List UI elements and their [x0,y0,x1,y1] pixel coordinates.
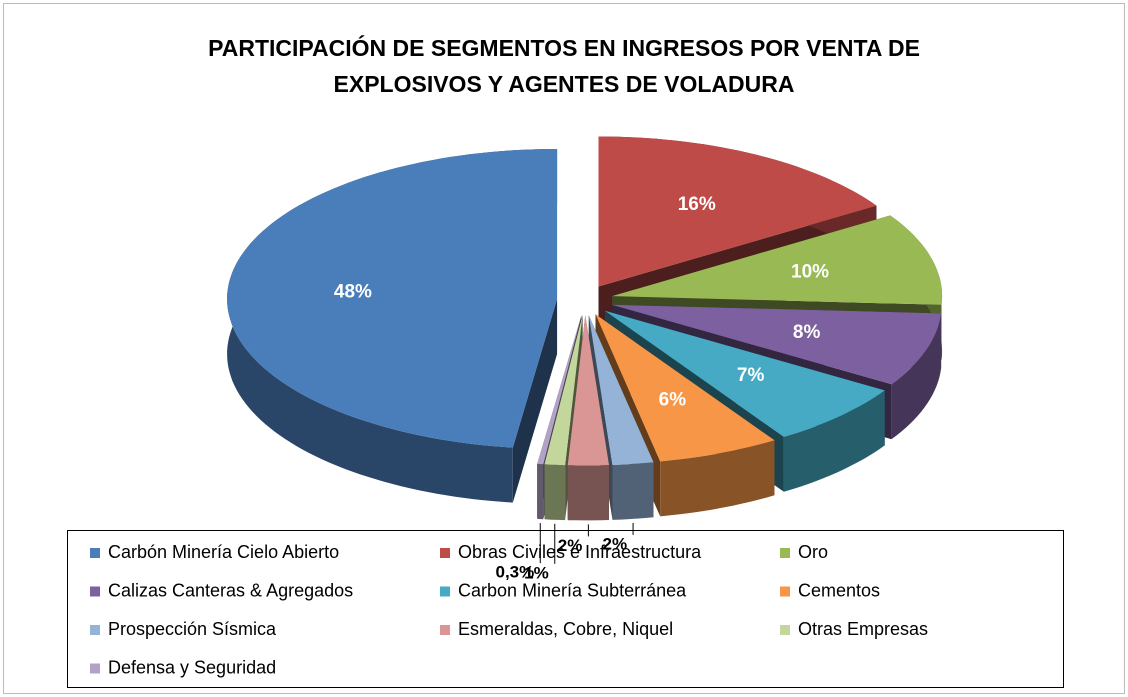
data-label: 8% [793,322,821,343]
legend-label: Esmeraldas, Cobre, Niquel [458,619,673,639]
slice [567,315,609,466]
data-label: 6% [659,389,687,410]
legend-label: Calizas Canteras & Agregados [108,580,353,600]
legend-swatch [440,625,450,635]
slice [537,315,582,465]
slice [227,149,558,448]
legend-label: Obras Civiles e Infraestructura [458,542,702,562]
slice-side [544,464,566,521]
slice [612,215,943,305]
slice-side [891,313,942,440]
legend-label: Carbon Minería Subterránea [458,580,687,600]
legend-swatch [90,586,100,597]
legend-swatch [780,586,790,597]
legend-swatch [90,548,100,558]
chart-title: PARTICIPACIÓN DE SEGMENTOS EN INGRESOS P… [208,35,920,97]
data-label: 7% [737,365,765,386]
slice [595,314,775,462]
legend-label: Cementos [798,580,880,600]
slice [588,315,654,465]
data-label: 16% [678,194,716,215]
data-label: 2% [558,536,583,555]
slice [598,136,877,287]
data-label: 48% [334,282,372,303]
legend-label: Oro [798,542,828,562]
legend-swatch [440,586,450,597]
legend-swatch [780,625,790,635]
legend-swatch [90,625,100,635]
legend-label: Otras Empresas [798,619,928,639]
slice-side [537,463,544,520]
slice-side [783,390,885,492]
legend-label: Defensa y Seguridad [108,657,276,677]
legend-label: Prospección Sísmica [108,619,277,639]
slice [604,310,885,437]
data-label: 0,3% [496,563,535,582]
legend-label: Carbón Minería Cielo Abierto [108,542,339,562]
slice-side [567,465,609,521]
slice-side [512,299,558,503]
slice [544,315,583,466]
data-label: 2% [602,534,627,553]
legend-swatch [780,548,790,558]
slice-side [660,440,775,517]
data-label: 1% [524,563,549,582]
slice-side [612,462,654,520]
legend-swatch [90,663,100,674]
legend-box [67,530,1064,688]
legend-swatch [440,548,450,558]
slice [611,304,942,385]
data-label: 10% [791,262,829,283]
